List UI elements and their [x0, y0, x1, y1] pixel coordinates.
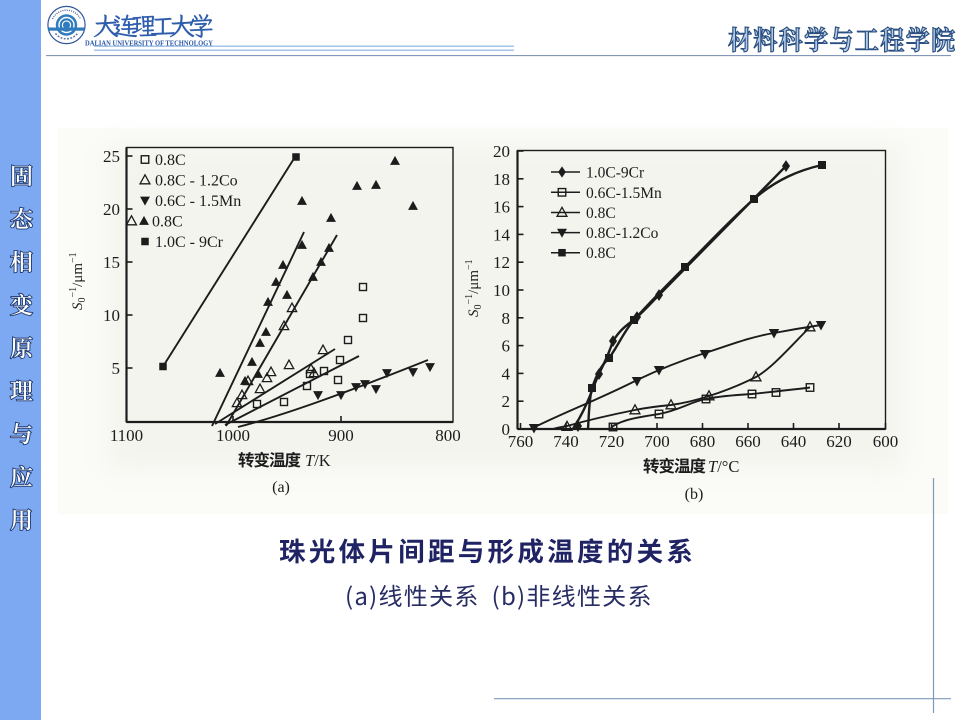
- svg-text:DALIAN UNIVERSITY OF TECHNOLOG: DALIAN UNIVERSITY OF TECHNOLOGY: [85, 39, 214, 47]
- svg-text:S0−1/μm−1: S0−1/μm−1: [68, 252, 88, 310]
- svg-text:2: 2: [502, 392, 511, 411]
- svg-text:0: 0: [502, 420, 511, 439]
- svg-text:720: 720: [599, 432, 625, 451]
- svg-text:15: 15: [103, 253, 120, 272]
- svg-text:0.8C - 1.2Co: 0.8C - 1.2Co: [155, 173, 238, 190]
- svg-text:T/°C: T/°C: [708, 457, 739, 476]
- svg-text:(a): (a): [272, 479, 290, 496]
- svg-text:0.8C: 0.8C: [155, 152, 186, 169]
- svg-text:800: 800: [435, 426, 461, 445]
- svg-text:0.8C: 0.8C: [152, 214, 183, 231]
- svg-text:8: 8: [502, 309, 511, 328]
- svg-text:600: 600: [873, 432, 899, 451]
- svg-text:10: 10: [493, 281, 510, 300]
- svg-text:0.6C - 1.5Mn: 0.6C - 1.5Mn: [155, 193, 241, 210]
- svg-text:700: 700: [644, 432, 670, 451]
- svg-text:(b): (b): [685, 486, 704, 503]
- svg-text:0.8C-1.2Co: 0.8C-1.2Co: [586, 225, 659, 242]
- svg-text:1000: 1000: [216, 426, 250, 445]
- svg-text:20: 20: [103, 200, 120, 219]
- svg-text:14: 14: [493, 225, 511, 244]
- svg-text:1.0C-9Cr: 1.0C-9Cr: [586, 165, 645, 182]
- svg-text:6: 6: [502, 337, 511, 356]
- svg-text:760: 760: [508, 432, 534, 451]
- svg-text:620: 620: [826, 432, 852, 451]
- svg-text:25: 25: [103, 147, 120, 166]
- svg-text:12: 12: [493, 253, 510, 272]
- svg-text:10: 10: [103, 306, 120, 325]
- svg-text:16: 16: [493, 198, 510, 217]
- svg-text:0.6C-1.5Mn: 0.6C-1.5Mn: [586, 185, 662, 202]
- svg-text:1.0C - 9Cr: 1.0C - 9Cr: [155, 234, 224, 251]
- svg-text:900: 900: [328, 426, 354, 445]
- svg-text:20: 20: [493, 142, 510, 161]
- svg-text:4: 4: [502, 364, 511, 383]
- svg-text:1100: 1100: [110, 426, 143, 445]
- svg-text:660: 660: [735, 432, 761, 451]
- svg-text:S0−1/μm−1: S0−1/μm−1: [464, 259, 484, 317]
- svg-text:18: 18: [493, 170, 510, 189]
- svg-text:680: 680: [690, 432, 716, 451]
- svg-text:5: 5: [112, 359, 121, 378]
- svg-text:T/K: T/K: [305, 451, 331, 470]
- svg-text:0.8C: 0.8C: [586, 245, 616, 262]
- svg-text:740: 740: [553, 432, 579, 451]
- svg-text:640: 640: [781, 432, 807, 451]
- svg-text:0.8C: 0.8C: [586, 205, 616, 222]
